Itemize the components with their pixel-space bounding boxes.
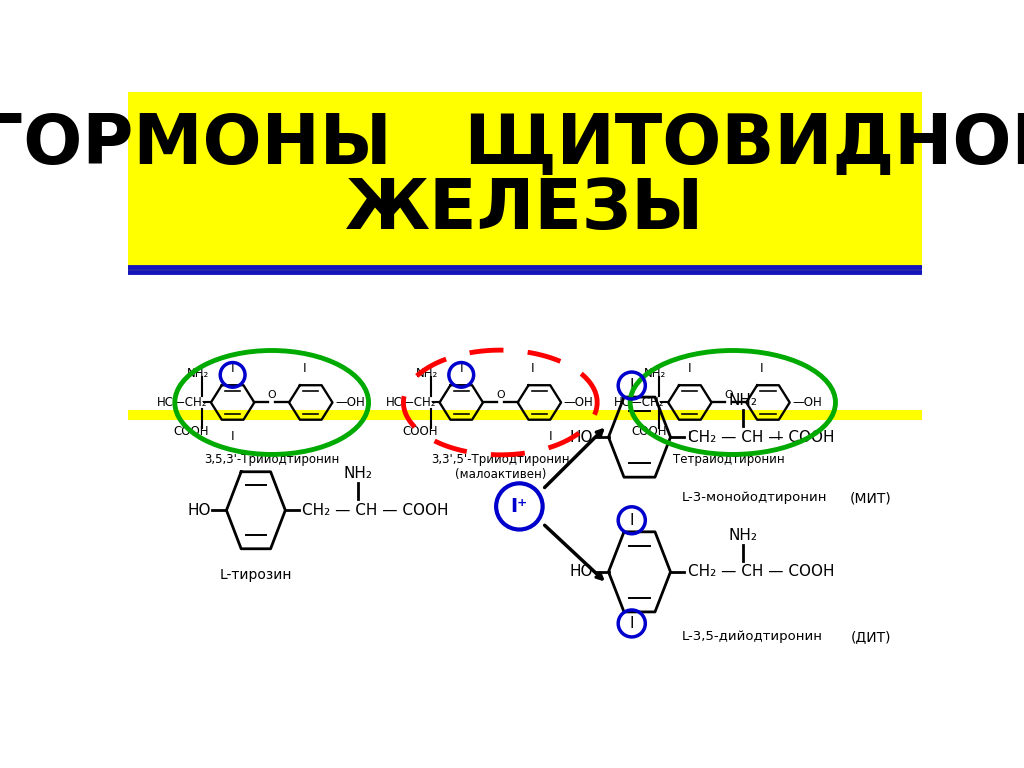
Text: NH₂: NH₂	[187, 366, 209, 379]
Text: HC—CH₂: HC—CH₂	[614, 396, 665, 409]
Text: I: I	[460, 362, 463, 375]
Bar	[128, 410, 922, 420]
Text: I: I	[549, 430, 552, 443]
Text: I: I	[688, 430, 691, 443]
Text: —OH: —OH	[335, 396, 365, 409]
Text: CH₂ — CH — COOH: CH₂ — CH — COOH	[687, 429, 835, 445]
Text: I: I	[777, 430, 780, 443]
Text: CH₂ — CH — COOH: CH₂ — CH — COOH	[302, 503, 449, 518]
Text: HO: HO	[569, 564, 593, 579]
Bar	[128, 92, 922, 272]
Text: COOH: COOH	[631, 425, 667, 439]
Text: I: I	[302, 362, 306, 375]
Text: —OH: —OH	[793, 396, 822, 409]
Text: I⁺: I⁺	[511, 497, 528, 516]
Text: —OH: —OH	[563, 396, 594, 409]
Text: L-3-монойодтиронин: L-3-монойодтиронин	[682, 491, 827, 504]
Text: I: I	[230, 430, 234, 443]
Text: COOH: COOH	[402, 425, 438, 439]
Text: Тетрайодтиронин: Тетрайодтиронин	[673, 452, 784, 465]
Text: HO: HO	[187, 503, 211, 518]
Text: O: O	[725, 390, 733, 400]
Text: NH₂: NH₂	[729, 393, 758, 408]
Text: O: O	[267, 390, 276, 400]
Text: I: I	[630, 513, 634, 528]
Text: I: I	[230, 362, 234, 375]
Text: (ДИТ): (ДИТ)	[851, 630, 891, 644]
Text: I: I	[630, 378, 634, 393]
Text: HC—CH₂: HC—CH₂	[386, 396, 436, 409]
Text: ГОРМОНЫ   ЩИТОВИДНОЙ: ГОРМОНЫ ЩИТОВИДНОЙ	[0, 103, 1024, 178]
Text: 3,5,3'-Трийодтиронин: 3,5,3'-Трийодтиронин	[204, 452, 339, 465]
Text: (МИТ): (МИТ)	[850, 491, 891, 505]
Text: HO: HO	[569, 429, 593, 445]
Text: NH₂: NH₂	[344, 466, 373, 481]
Text: I: I	[760, 362, 763, 375]
Text: HC—CH₂: HC—CH₂	[157, 396, 208, 409]
Text: 3,3',5'-Трийодтиронин
(малоактивен): 3,3',5'-Трийодтиронин (малоактивен)	[431, 452, 569, 481]
Text: NH₂: NH₂	[644, 366, 667, 379]
Text: NH₂: NH₂	[416, 366, 438, 379]
Text: ЖЕЛЕЗЫ: ЖЕЛЕЗЫ	[345, 177, 705, 243]
Text: CH₂ — CH — COOH: CH₂ — CH — COOH	[687, 564, 835, 579]
Text: NH₂: NH₂	[729, 528, 758, 543]
Text: I: I	[630, 616, 634, 631]
Text: I: I	[531, 362, 535, 375]
Text: O: O	[496, 390, 505, 400]
Text: I: I	[688, 362, 691, 375]
Text: COOH: COOH	[174, 425, 209, 439]
Text: L-3,5-дийодтиронин: L-3,5-дийодтиронин	[682, 630, 823, 643]
Text: L-тирозин: L-тирозин	[219, 568, 292, 582]
